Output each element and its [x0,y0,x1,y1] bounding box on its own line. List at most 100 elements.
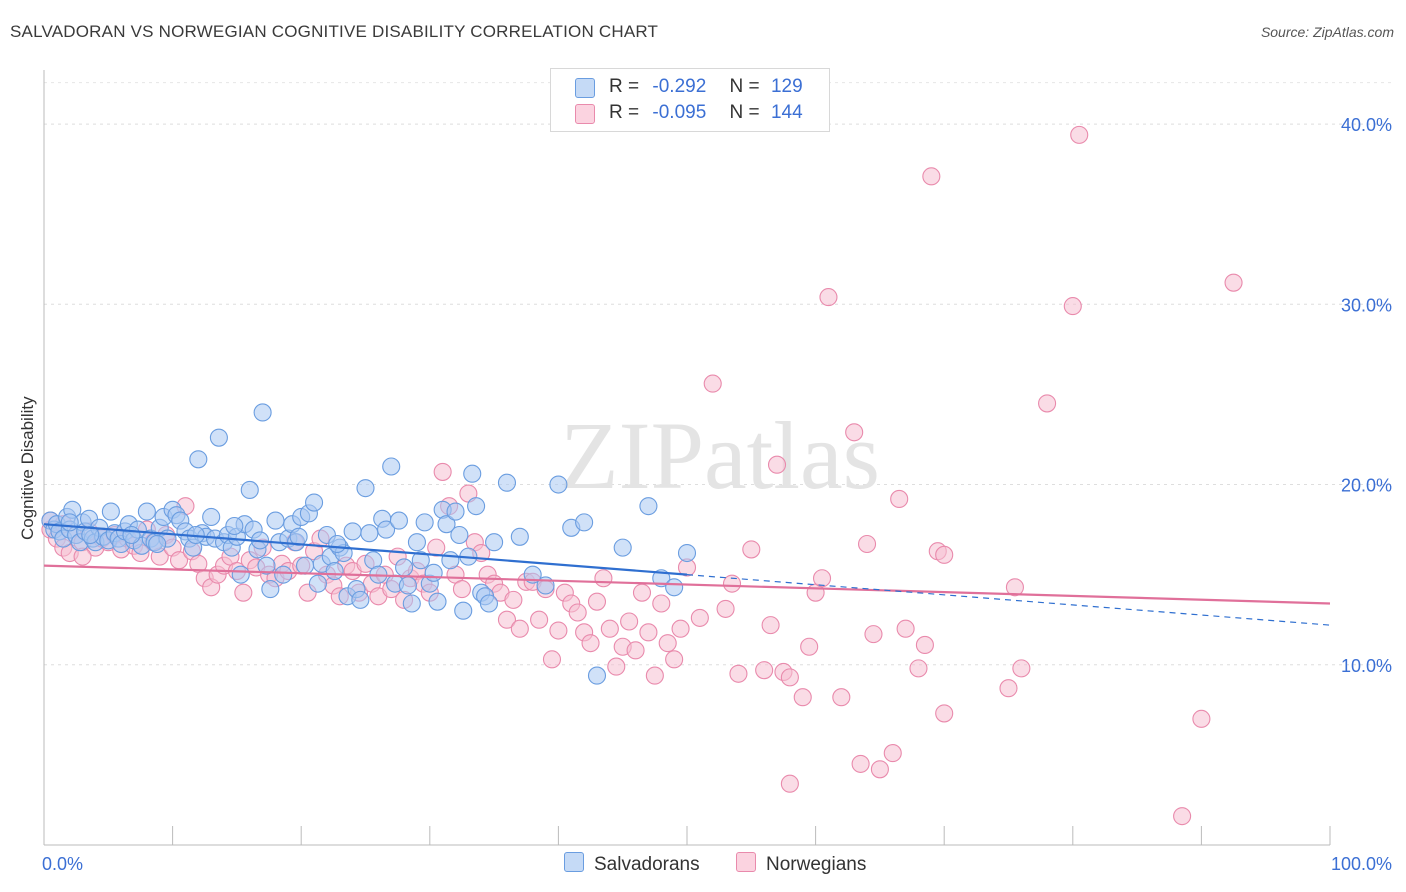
norwegians-point [832,688,851,707]
salvadorans-point [356,479,375,498]
legend-n-value: 144 [770,102,803,123]
norwegians-point [922,167,941,186]
salvadorans-point [377,520,396,539]
legend-n-label: N = [729,102,760,123]
salvadorans-point [415,513,434,532]
norwegians-point [1192,709,1211,728]
salvadorans-point [398,576,417,595]
salvadorans-point [497,473,517,492]
salvadorans-point [485,533,504,552]
legend-n-label: N = [729,76,760,97]
legend-r-label: R = [609,76,640,97]
salvadorans-point [137,502,156,521]
norwegians-point [626,641,645,660]
norwegians-point [755,661,774,680]
salvadorans-point [450,525,469,545]
salvadorans-point [467,497,486,516]
salvadorans-point [81,525,100,545]
norwegians-point [857,534,877,554]
norwegians-point [722,574,742,593]
salvadorans-point [305,493,324,512]
norwegians-point [800,637,819,656]
legend-r-value: -0.095 [652,102,707,123]
norwegians-trend-line [43,564,1331,605]
salvadorans-point [308,574,327,593]
salvadorans-point [407,533,426,552]
norwegians-point [1012,659,1031,678]
salvadorans-point [225,516,244,536]
norwegians-point [504,590,523,609]
y-tick-label: 10.0% [1341,656,1392,676]
y-tick-label: 40.0% [1341,115,1392,135]
norwegians-point [780,668,799,687]
salvadorans-point [424,563,443,582]
watermark: ZIPatlas [560,402,880,509]
norwegians-point [671,619,690,638]
y-tick-label: 30.0% [1341,295,1392,315]
salvadorans-point [479,594,499,613]
salvadorans-point [328,534,347,554]
norwegians-swatch [575,104,595,124]
norwegians-point [568,603,587,622]
norwegians-point [935,545,954,564]
salvadorans-point [261,580,280,599]
norwegians-point [433,462,452,481]
norwegians-point [851,754,870,773]
legend-r-label: R = [609,102,640,123]
norwegians-point [1063,297,1082,316]
salvadorans-point [437,515,456,534]
norwegians-point [530,610,549,629]
correlation-legend: R = -0.292 N = 129 R = -0.095 N = 144 [550,68,830,132]
salvadorans-point [613,538,632,557]
norwegians-point [497,610,517,629]
salvadorans-point [395,558,414,577]
norwegians-point [909,659,928,678]
norwegians-point [864,625,883,644]
norwegians-point [665,650,684,669]
salvadorans-point [389,511,408,530]
salvadorans-point [441,551,460,570]
norwegians-point [632,583,652,602]
norwegians-point [427,538,446,557]
salvadorans-point [549,475,568,494]
salvadorans-point [587,666,607,685]
norwegians-point [690,608,709,627]
salvadorans-point [351,590,370,609]
bottom-legend-label: Norwegians [766,854,867,875]
norwegians-point [542,650,562,669]
salvadorans-point [463,464,482,483]
salvadorans-point [189,450,208,469]
legend-n-value: 129 [770,76,803,97]
norwegians-point [812,569,832,588]
bottom-legend-label: Salvadorans [594,854,700,875]
norwegians-point [883,744,902,763]
norwegians-point [915,635,934,654]
norwegians-point [594,569,613,588]
norwegians-point [652,594,671,613]
norwegians-point [890,489,909,509]
norwegians-point [1005,578,1024,597]
salvadorans-point [289,527,308,546]
norwegians-point [870,760,889,779]
legend-r-value: -0.292 [652,76,707,97]
x-tick-label: 0.0% [42,854,83,874]
norwegians-point [761,616,780,635]
salvadorans-point [575,513,594,532]
y-axis-label: Cognitive Disability [18,396,37,540]
salvadorans-point [209,428,228,447]
salvadorans-swatch [564,852,584,872]
norwegians-point [1224,273,1243,292]
salvadorans-point [60,513,79,532]
norwegians-point [607,657,626,676]
norwegians-point [1173,807,1192,826]
x-tick-label: 100.0% [1331,854,1392,874]
salvadorans-point [510,527,529,546]
salvadorans-point [343,522,362,541]
norwegians-point [793,688,812,707]
norwegians-point [819,288,838,307]
norwegians-point [999,679,1018,698]
norwegians-point [845,423,864,442]
salvadorans-point [677,543,697,563]
bottom-legend-salvadorans: Salvadorans [564,852,700,876]
